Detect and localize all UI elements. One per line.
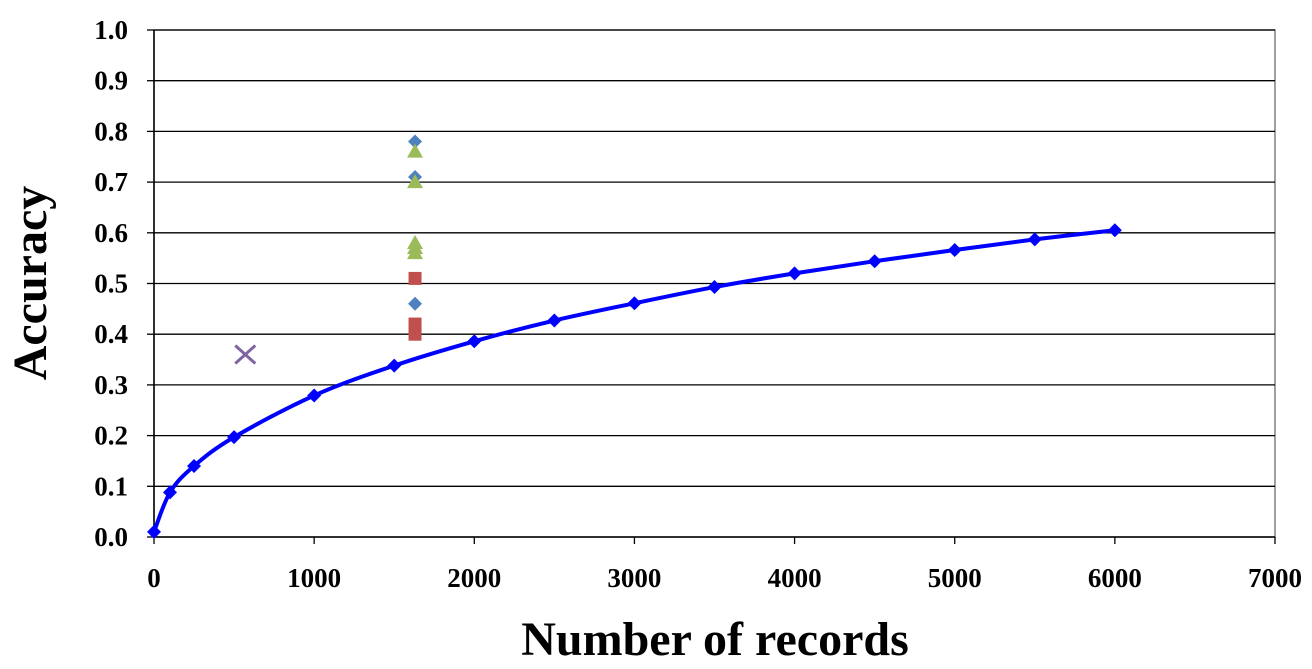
triangle-marker [407, 174, 424, 189]
square-marker [408, 327, 422, 341]
diamond-marker [467, 334, 482, 349]
triangle-marker [407, 143, 424, 158]
series-triangle [407, 143, 424, 260]
x-tick-label: 7000 [1248, 563, 1302, 593]
x-axis-tick-labels: 0 1000 2000 3000 4000 5000 6000 7000 [147, 537, 1302, 593]
diamond-marker [787, 266, 802, 281]
diamond-marker [867, 254, 882, 269]
y-tick-label: 0.0 [94, 522, 128, 552]
y-tick-label: 0.7 [94, 167, 128, 197]
diamond-marker [1027, 232, 1042, 247]
x-marker [234, 344, 257, 365]
x-marker-stroke [234, 344, 257, 365]
diamond-marker [307, 388, 322, 403]
triangle-marker [407, 245, 424, 260]
y-tick-label: 0.5 [94, 269, 128, 299]
square-marker [408, 271, 422, 285]
x-tick-label: 5000 [928, 563, 982, 593]
x-axis-title: Number of records [521, 613, 909, 666]
x-tick-label: 3000 [607, 563, 661, 593]
diamond-marker [947, 243, 962, 258]
y-tick-label: 0.6 [94, 218, 128, 248]
diamond-marker [187, 459, 202, 474]
x-tick-label: 4000 [768, 563, 822, 593]
diamond-marker [1107, 223, 1122, 238]
diamond-marker [163, 485, 178, 500]
y-tick-label: 0.8 [94, 116, 128, 146]
diamond-marker [627, 296, 642, 311]
y-axis-title: Accuracy [4, 186, 57, 381]
x-tick-label: 6000 [1088, 563, 1142, 593]
diamond-marker [227, 430, 242, 445]
y-axis-tick-labels: 0.0 0.1 0.2 0.3 0.4 0.5 0.6 0.7 0.8 0.9 1.0 [94, 15, 128, 552]
y-tick-label: 0.1 [94, 471, 128, 501]
y-tick-label: 1.0 [94, 15, 128, 45]
diamond-marker [387, 358, 402, 373]
series-x [234, 344, 257, 365]
diamond-marker [547, 313, 562, 328]
y-tick-label: 0.2 [94, 421, 128, 451]
x-tick-label: 1000 [287, 563, 341, 593]
series-smooth-line-diamond [147, 223, 1122, 539]
diamond-marker [147, 524, 161, 539]
data-series [147, 134, 1122, 539]
y-tick-label: 0.3 [94, 370, 128, 400]
diamond-marker [408, 134, 423, 149]
y-tick-label: 0.9 [94, 66, 128, 96]
series-square [408, 271, 422, 341]
y-tick-label: 0.4 [94, 319, 128, 349]
x-tick-label: 0 [147, 563, 161, 593]
diamond-marker [408, 296, 423, 311]
x-tick-label: 2000 [447, 563, 501, 593]
diamond-marker [707, 280, 722, 295]
